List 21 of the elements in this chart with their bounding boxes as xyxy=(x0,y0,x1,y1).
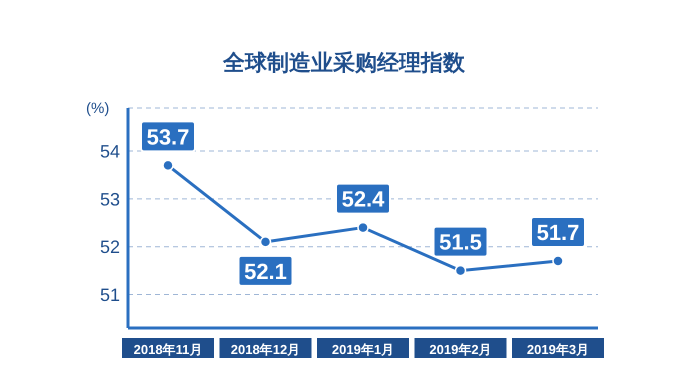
x-tick-label: 2018年12月 xyxy=(230,342,300,357)
y-axis-title: (%) xyxy=(86,100,110,117)
point xyxy=(162,160,174,172)
x-tick-label: 2019年3月 xyxy=(526,342,590,357)
data-label: 51.5 xyxy=(439,230,482,255)
data-label: 52.1 xyxy=(244,258,287,284)
x-tick-label: 2019年2月 xyxy=(429,342,492,357)
y-tick-label: 54 xyxy=(100,141,120,162)
point xyxy=(552,255,564,267)
y-tick-label: 53 xyxy=(100,189,120,210)
point xyxy=(357,222,369,234)
data-label: 53.7 xyxy=(146,124,190,150)
data-label: 52.4 xyxy=(342,186,386,212)
chart-title: 全球制造业采购经理指数 xyxy=(222,49,466,77)
y-tick-label: 52 xyxy=(100,237,120,258)
point xyxy=(454,264,466,276)
point xyxy=(260,236,272,248)
y-tick-label: 51 xyxy=(100,284,120,305)
x-tick-label: 2019年1月 xyxy=(332,342,394,357)
data-label: 51.7 xyxy=(536,220,580,246)
x-tick-label: 2018年11月 xyxy=(134,342,202,357)
